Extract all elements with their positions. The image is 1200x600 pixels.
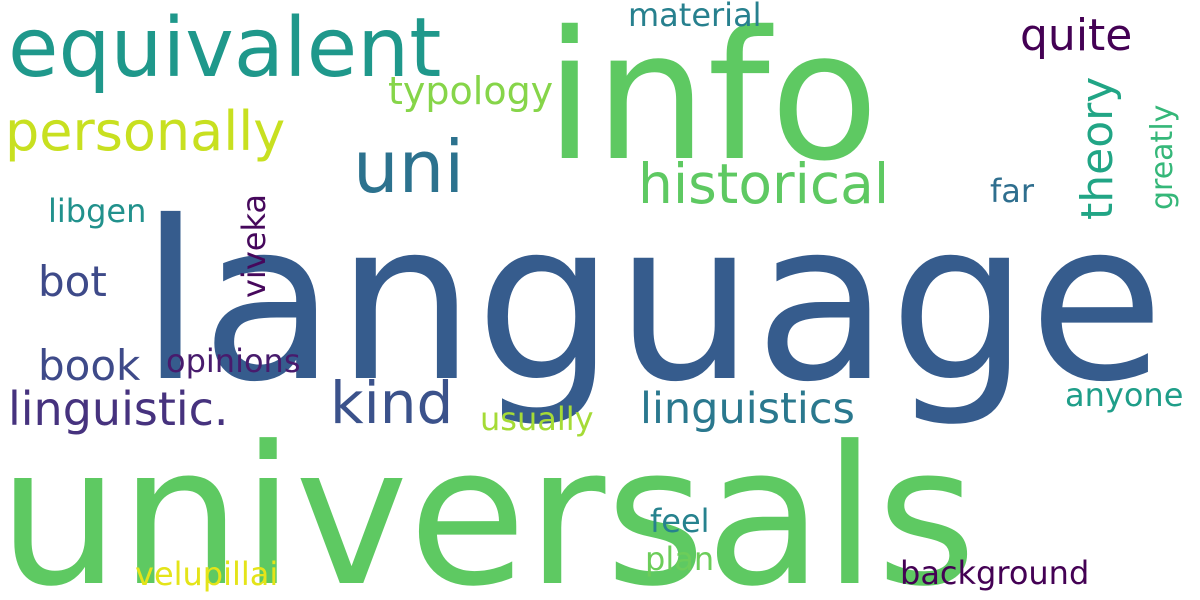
word-uni: uni xyxy=(353,125,464,209)
word-opinions: opinions xyxy=(166,342,300,380)
word-anyone: anyone xyxy=(1065,376,1183,414)
word-historical: historical xyxy=(638,152,889,216)
word-libgen: libgen xyxy=(48,192,146,230)
word-universals: universals xyxy=(0,406,976,600)
word-bot: bot xyxy=(38,257,107,306)
word-plan: plan xyxy=(645,540,714,578)
word-linguistic: linguistic. xyxy=(8,382,229,436)
word-equivalent: equivalent xyxy=(8,1,441,96)
word-material: material xyxy=(628,0,762,34)
word-language: language xyxy=(140,174,1164,430)
word-far: far xyxy=(990,172,1035,210)
word-theory: theory xyxy=(1072,77,1123,220)
word-linguistics: linguistics xyxy=(640,384,855,434)
word-background: background xyxy=(900,554,1089,592)
word-info: info xyxy=(545,0,879,200)
word-typology: typology xyxy=(388,69,553,113)
word-usually: usually xyxy=(480,400,594,438)
word-quite: quite xyxy=(1020,10,1132,61)
word-kind: kind xyxy=(330,369,453,437)
word-book: book xyxy=(38,341,141,390)
word-feel: feel xyxy=(650,502,710,540)
word-viveka: viveka xyxy=(235,194,273,298)
word-velupillai: velupillai xyxy=(135,555,278,593)
word-personally: personally xyxy=(5,100,285,163)
word-greatly: greatly xyxy=(1145,105,1180,210)
